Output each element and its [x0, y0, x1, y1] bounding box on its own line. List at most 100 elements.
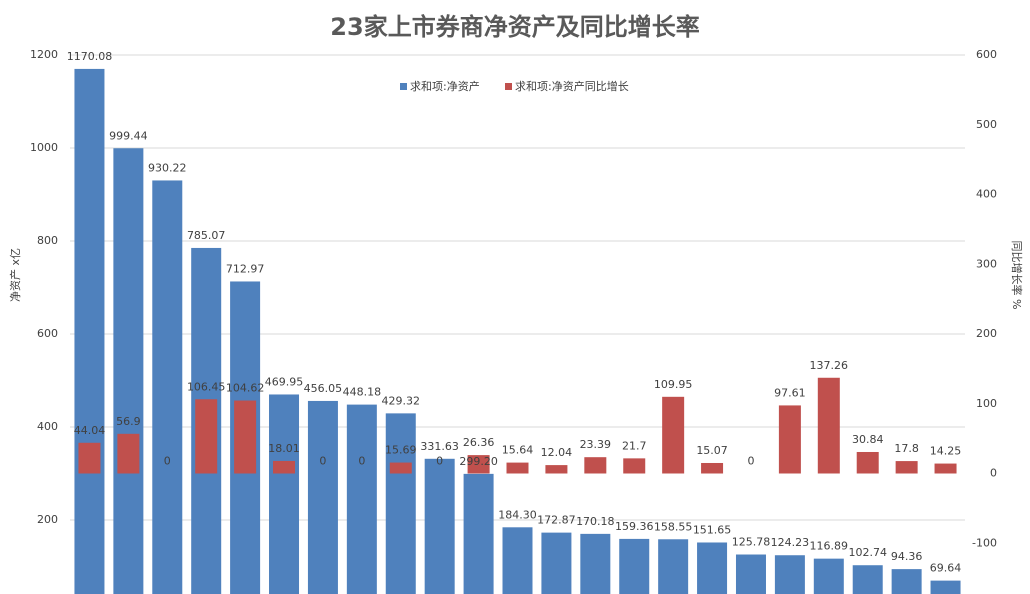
asset-bar — [930, 580, 961, 594]
y2-tick-label: 200 — [976, 327, 997, 340]
growth-bar — [895, 461, 918, 474]
data-label: 14.25 — [930, 445, 962, 458]
data-label: 125.78 — [732, 536, 771, 549]
legend-swatch — [400, 83, 407, 90]
asset-bar — [269, 394, 300, 594]
data-label: 172.87 — [537, 514, 576, 527]
data-label: 18.01 — [268, 442, 300, 455]
asset-bar — [346, 404, 377, 594]
asset-bar — [580, 533, 611, 594]
data-label: 299.20 — [459, 455, 498, 468]
growth-bar — [934, 463, 957, 474]
asset-bar — [541, 532, 572, 594]
growth-bar — [817, 377, 840, 474]
data-label: 15.69 — [385, 444, 417, 457]
asset-bar — [658, 539, 689, 594]
asset-bar — [813, 558, 844, 594]
y2-tick-label: -100 — [972, 536, 997, 549]
data-label: 15.64 — [502, 444, 534, 457]
asset-bar — [697, 542, 728, 594]
data-label: 448.18 — [343, 386, 382, 399]
data-label: 30.84 — [852, 433, 884, 446]
data-label: 331.63 — [420, 440, 459, 453]
data-label: 116.89 — [810, 540, 849, 553]
asset-bar — [307, 400, 338, 594]
growth-bar — [662, 396, 685, 474]
asset-bar — [735, 554, 766, 594]
data-label: 456.05 — [304, 382, 343, 395]
data-label: 26.36 — [463, 436, 495, 449]
y2-tick-label: 600 — [976, 48, 997, 61]
growth-bar — [584, 457, 607, 474]
data-label: 56.9 — [116, 415, 141, 428]
data-label: 137.26 — [810, 359, 849, 372]
growth-bar — [195, 399, 218, 474]
data-label: 712.97 — [226, 262, 265, 275]
data-label: 170.18 — [576, 515, 615, 528]
growth-bar — [234, 400, 257, 474]
growth-bar — [778, 405, 801, 474]
y-tick-label: 400 — [37, 420, 58, 433]
asset-bar — [385, 413, 416, 594]
y-tick-label: 200 — [37, 513, 58, 526]
y2-axis-title: 同比增长率 % — [1010, 241, 1024, 310]
data-label: 0 — [164, 455, 171, 468]
growth-bar — [506, 462, 529, 474]
data-label: 21.7 — [622, 439, 647, 452]
data-label: 106.45 — [187, 380, 226, 393]
legend-swatch — [505, 83, 512, 90]
data-label: 17.8 — [894, 442, 919, 455]
legend-label: 求和项:净资产 — [410, 79, 480, 93]
data-label: 184.30 — [498, 508, 537, 521]
data-label: 0 — [436, 455, 443, 468]
growth-bar — [389, 462, 412, 474]
y-axis-title: 净资产 x亿 — [8, 248, 22, 302]
data-label: 44.04 — [74, 424, 106, 437]
y2-tick-label: 400 — [976, 188, 997, 201]
growth-bar — [117, 433, 140, 474]
chart-title: 23家上市券商净资产及同比增长率 — [330, 13, 699, 41]
asset-bar — [891, 569, 922, 594]
asset-bar — [619, 538, 650, 594]
asset-bar — [852, 565, 883, 594]
data-label: 0 — [358, 455, 365, 468]
growth-bar — [467, 455, 490, 474]
growth-bar — [273, 460, 296, 474]
data-label: 104.62 — [226, 382, 265, 395]
asset-bar — [152, 180, 183, 594]
growth-bar — [856, 451, 879, 474]
data-label: 151.65 — [693, 523, 732, 536]
y2-tick-label: 0 — [990, 467, 997, 480]
asset-bar — [113, 148, 144, 594]
data-label: 930.22 — [148, 161, 187, 174]
y-tick-label: 1000 — [30, 141, 58, 154]
data-label: 469.95 — [265, 375, 304, 388]
data-label: 124.23 — [771, 536, 810, 549]
y-tick-label: 1200 — [30, 48, 58, 61]
data-label: 999.44 — [109, 129, 148, 142]
data-label: 102.74 — [848, 546, 887, 559]
y2-tick-label: 500 — [976, 118, 997, 131]
asset-bar — [463, 473, 494, 594]
data-label: 69.64 — [930, 562, 962, 575]
legend-label: 求和项:净资产同比增长 — [515, 79, 629, 93]
asset-bar — [502, 527, 533, 594]
data-label: 1170.08 — [67, 50, 113, 63]
growth-bar — [701, 462, 724, 474]
asset-bar — [774, 555, 805, 594]
data-label: 0 — [319, 455, 326, 468]
y2-tick-label: 300 — [976, 257, 997, 270]
growth-bar — [78, 442, 101, 474]
data-label: 97.61 — [774, 386, 806, 399]
y2-tick-label: 100 — [976, 397, 997, 410]
data-label: 15.07 — [696, 444, 728, 457]
data-label: 429.32 — [382, 394, 421, 407]
growth-bar — [545, 465, 568, 474]
data-label: 12.04 — [541, 446, 573, 459]
asset-bar — [424, 458, 455, 594]
data-label: 109.95 — [654, 378, 693, 391]
data-label: 94.36 — [891, 550, 923, 563]
data-label: 23.39 — [580, 438, 612, 451]
